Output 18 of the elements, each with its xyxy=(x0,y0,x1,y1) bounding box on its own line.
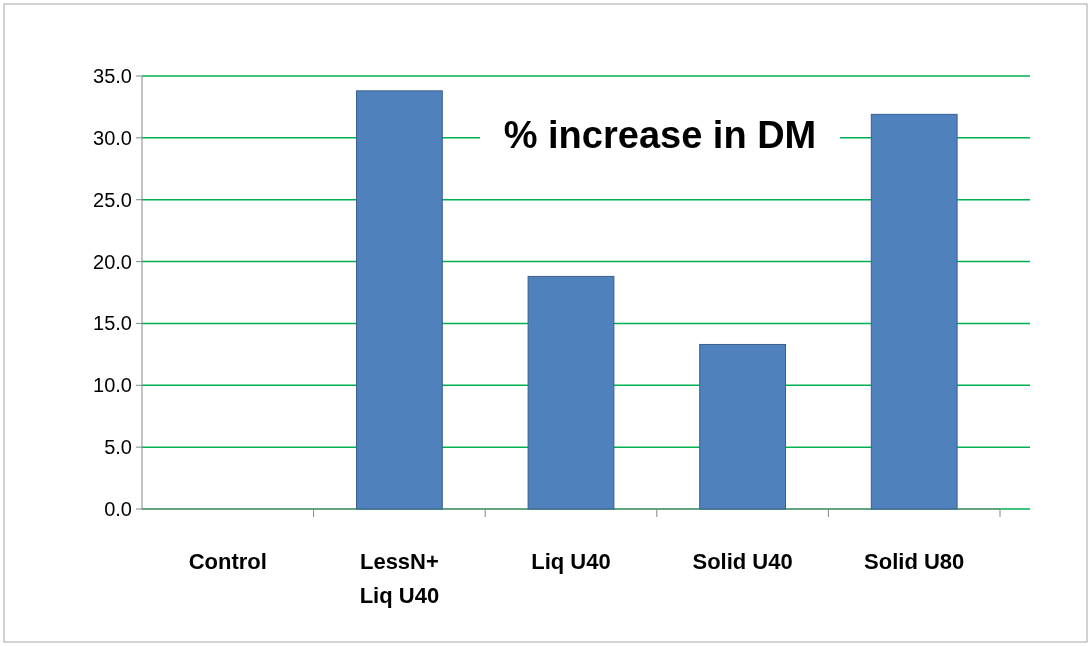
bar xyxy=(699,343,786,510)
y-tick-label: 0.0 xyxy=(104,498,132,520)
bar xyxy=(527,275,615,510)
x-tick-label: Solid U80 xyxy=(864,549,965,574)
y-tick-label: 20.0 xyxy=(93,250,132,273)
y-tick-label: 30.0 xyxy=(93,126,132,149)
text: % increase in DM xyxy=(503,114,817,156)
y-tick-label: 35.0 xyxy=(93,65,132,87)
x-tick-label: Control xyxy=(188,549,267,574)
y-tick-label: 25.0 xyxy=(93,188,132,211)
x-tick-label: Solid U40 xyxy=(692,549,793,574)
y-tick-label: 15.0 xyxy=(93,312,132,335)
x-tick-label: LessN+ Liq U40 xyxy=(359,549,440,608)
bar xyxy=(356,90,443,510)
x-tick-label: Liq U40 xyxy=(531,549,611,574)
y-tick-label: 10.0 xyxy=(93,374,132,397)
y-tick-label: 5.0 xyxy=(104,436,132,459)
bar xyxy=(870,113,958,510)
